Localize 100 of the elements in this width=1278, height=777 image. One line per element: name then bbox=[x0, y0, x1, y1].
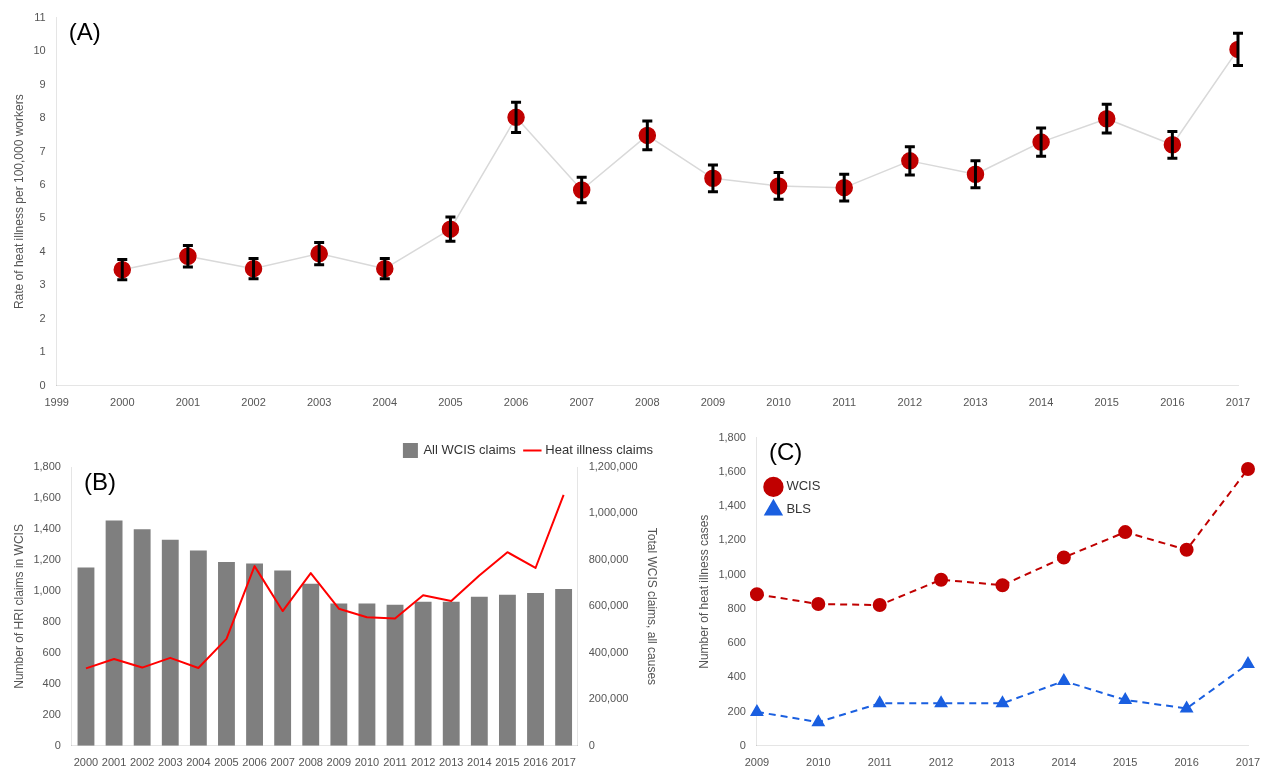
bar bbox=[470, 596, 488, 746]
bar bbox=[414, 601, 432, 746]
y-tick-label: 1,800 bbox=[718, 430, 746, 443]
x-tick-label: 2012 bbox=[897, 396, 923, 409]
bar bbox=[246, 563, 263, 746]
x-tick-label: 2004 bbox=[186, 756, 211, 769]
point bbox=[1180, 701, 1193, 713]
x-tick-label: 2010 bbox=[354, 756, 380, 769]
y-axis-title: Rate of heat illness per 100,000 workers bbox=[11, 94, 26, 310]
y2-tick-label: 1,000,000 bbox=[588, 506, 638, 519]
x-tick-label: 2010 bbox=[806, 756, 831, 769]
x-tick-label: 2005 bbox=[438, 396, 463, 409]
y2-tick-label: 800,000 bbox=[588, 552, 629, 565]
point bbox=[995, 578, 1010, 593]
x-tick-label: 2004 bbox=[372, 396, 398, 409]
x-tick-label: 2013 bbox=[990, 756, 1015, 769]
y-tick-label: 1,000 bbox=[718, 567, 746, 580]
y-tick-label: 9 bbox=[39, 77, 46, 90]
chart-title: (B) bbox=[83, 467, 116, 495]
x-tick-label: 2003 bbox=[306, 396, 332, 409]
x-tick-label: 2011 bbox=[832, 396, 857, 409]
y-tick-label: 1,600 bbox=[718, 464, 746, 477]
point bbox=[1179, 542, 1194, 557]
point bbox=[996, 696, 1009, 708]
y-tick-label: 8 bbox=[39, 111, 46, 124]
x-tick-label: 2017 bbox=[1225, 396, 1251, 409]
y-tick-label: 600 bbox=[42, 645, 61, 658]
x-tick-label: 2013 bbox=[438, 756, 464, 769]
bar bbox=[77, 567, 95, 746]
x-tick-label: 2011 bbox=[867, 756, 892, 769]
y-tick-label: 5 bbox=[39, 211, 46, 224]
point bbox=[1119, 692, 1132, 704]
y2-tick-label: 1,200,000 bbox=[588, 460, 638, 473]
y-tick-label: 1,600 bbox=[33, 491, 61, 504]
y-tick-label: 3 bbox=[39, 278, 46, 291]
y-tick-label: 10 bbox=[33, 44, 46, 57]
point bbox=[1056, 550, 1071, 565]
y2-tick-label: 0 bbox=[588, 738, 595, 751]
y-tick-label: 400 bbox=[727, 670, 746, 683]
x-tick-label: 2012 bbox=[928, 756, 954, 769]
legend-label: BLS bbox=[786, 501, 812, 517]
x-tick-label: 2013 bbox=[963, 396, 988, 409]
bar bbox=[555, 588, 573, 746]
bar bbox=[527, 592, 544, 746]
legend-label: All WCIS claims bbox=[423, 442, 517, 458]
x-tick-label: 2006 bbox=[503, 396, 529, 409]
y2-tick-label: 400,000 bbox=[588, 645, 629, 658]
x-tick-label: 2010 bbox=[766, 396, 791, 409]
bar bbox=[330, 603, 348, 746]
y-tick-label: 0 bbox=[39, 378, 46, 391]
y-tick-label: 1,400 bbox=[33, 521, 61, 534]
point bbox=[749, 587, 764, 602]
x-tick-label: 2008 bbox=[298, 756, 323, 769]
y-tick-label: 1,400 bbox=[718, 499, 746, 512]
point bbox=[934, 572, 949, 587]
point bbox=[934, 696, 948, 708]
x-tick-label: 2005 bbox=[214, 756, 239, 769]
y-tick-label: 2 bbox=[39, 311, 46, 324]
x-tick-label: 2003 bbox=[158, 756, 183, 769]
y-tick-label: 0 bbox=[54, 738, 61, 751]
bar bbox=[218, 562, 235, 746]
y-tick-label: 0 bbox=[739, 738, 746, 751]
chart-title: (A) bbox=[68, 18, 101, 46]
point bbox=[1057, 674, 1071, 686]
chart-title: (C) bbox=[768, 438, 803, 466]
x-tick-label: 2009 bbox=[326, 756, 352, 769]
y-tick-label: 11 bbox=[34, 10, 46, 23]
point bbox=[1118, 525, 1133, 540]
point bbox=[1241, 461, 1255, 476]
x-tick-label: 2002 bbox=[129, 756, 155, 769]
point bbox=[1241, 656, 1255, 668]
x-tick-label: 2017 bbox=[1235, 756, 1261, 769]
bar bbox=[498, 594, 516, 746]
x-tick-label: 1999 bbox=[44, 396, 69, 409]
x-tick-label: 2016 bbox=[1160, 396, 1185, 409]
x-tick-label: 2011 bbox=[383, 756, 407, 769]
x-tick-label: 2009 bbox=[700, 396, 726, 409]
bar bbox=[105, 520, 123, 746]
bar bbox=[161, 539, 179, 746]
x-tick-label: 2006 bbox=[242, 756, 267, 769]
point bbox=[812, 715, 825, 727]
bar bbox=[386, 604, 404, 746]
y2-tick-label: 200,000 bbox=[588, 692, 629, 705]
legend-label: Heat illness claims bbox=[545, 442, 654, 458]
x-tick-label: 2015 bbox=[495, 756, 520, 769]
x-tick-label: 2017 bbox=[551, 756, 576, 769]
x-tick-label: 2016 bbox=[1174, 756, 1199, 769]
point bbox=[872, 598, 887, 613]
y-tick-label: 1,200 bbox=[33, 552, 61, 565]
y-tick-label: 200 bbox=[42, 707, 61, 720]
x-tick-label: 2001 bbox=[101, 756, 127, 769]
x-tick-label: 2014 bbox=[1028, 396, 1054, 409]
y-tick-label: 1,000 bbox=[33, 583, 61, 596]
y-tick-label: 1,800 bbox=[33, 460, 61, 473]
y-tick-label: 7 bbox=[39, 144, 46, 157]
x-tick-label: 2009 bbox=[744, 756, 770, 769]
x-tick-label: 2007 bbox=[569, 396, 594, 409]
x-tick-label: 2015 bbox=[1112, 756, 1138, 769]
bar bbox=[189, 550, 207, 746]
y-tick-label: 400 bbox=[42, 676, 61, 689]
